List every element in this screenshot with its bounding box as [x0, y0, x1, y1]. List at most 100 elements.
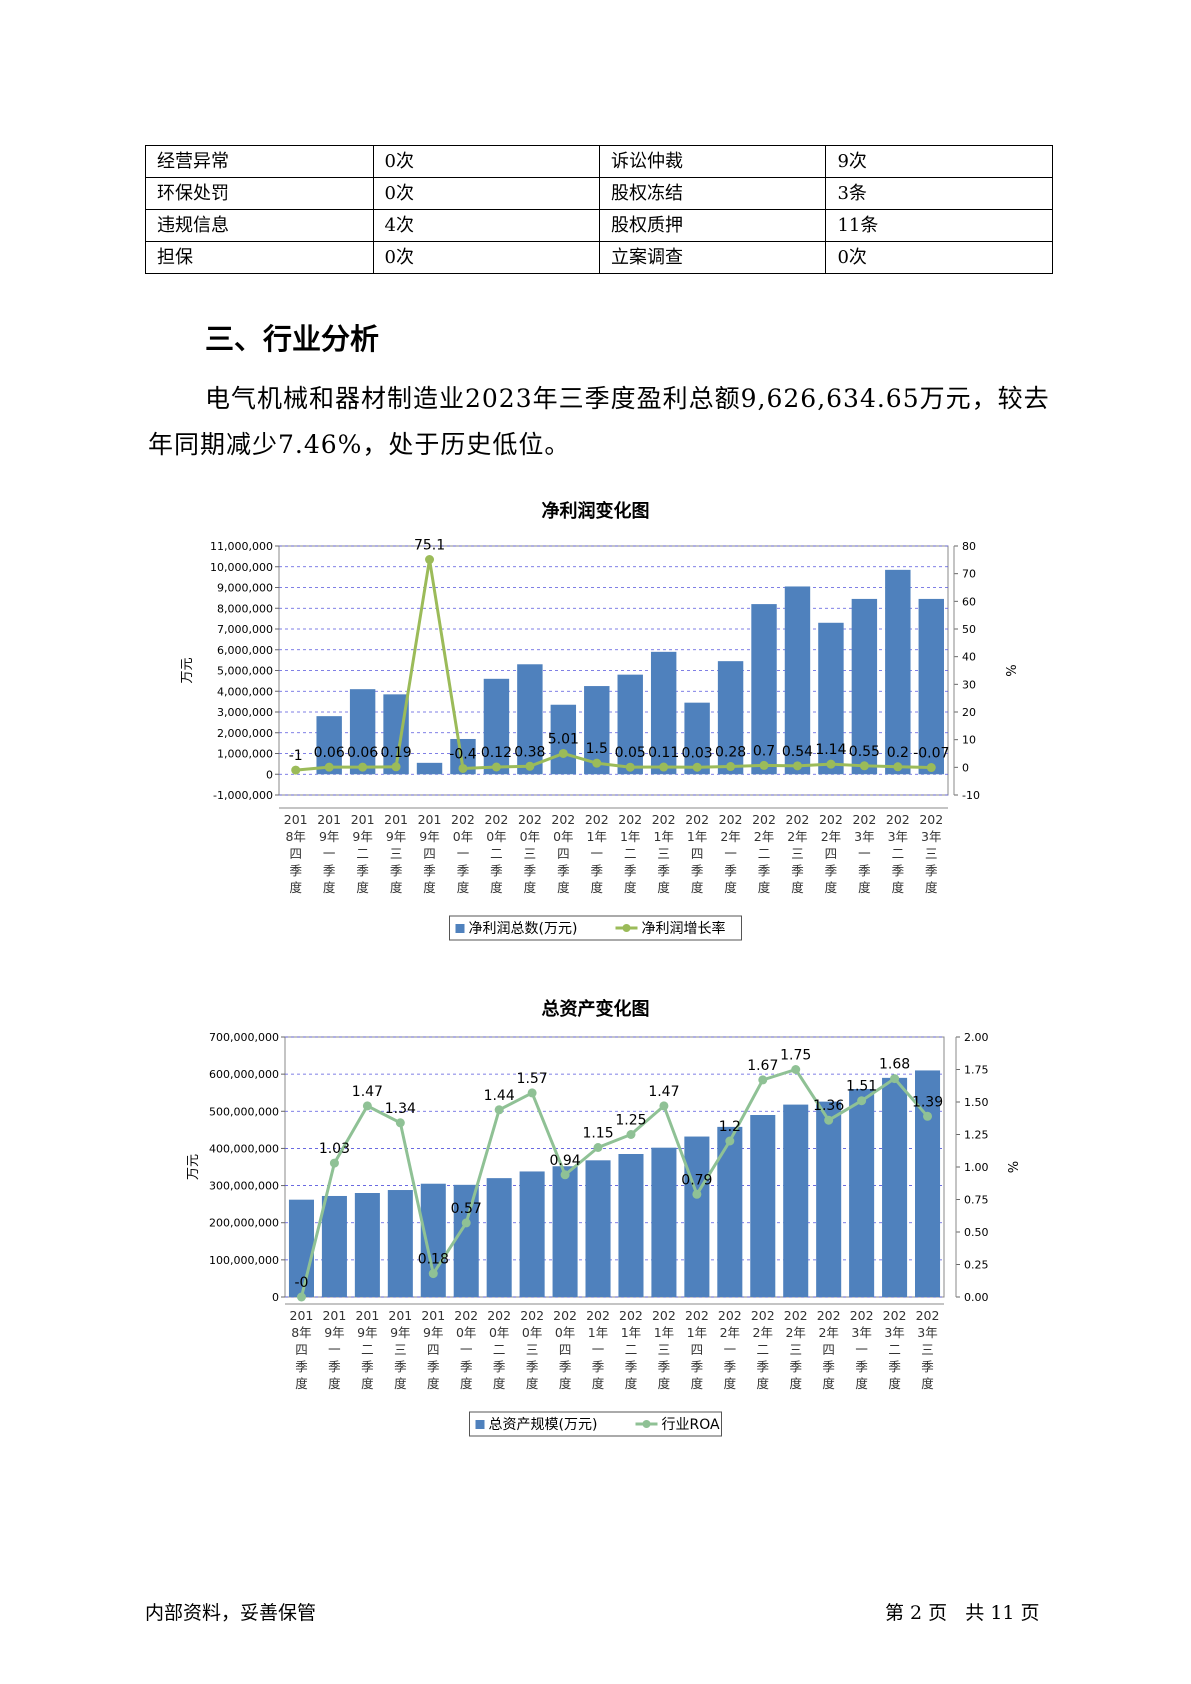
data-label: -0.4	[449, 746, 476, 762]
line-point	[792, 761, 802, 771]
risk-item-value: 4次	[372, 209, 600, 242]
data-label: 1.25	[615, 1113, 646, 1129]
bar	[552, 1166, 578, 1297]
y-tick-label: 1,000,000	[217, 748, 273, 761]
total-assets-chart: 0 100,000,000 200,000,000 300,000,000 400,00…	[186, 1031, 1019, 1437]
line-point	[824, 1115, 834, 1125]
data-label: 0.11	[648, 745, 679, 761]
data-label: 0.2	[887, 745, 909, 761]
y2-tick-label: 1.25	[964, 1129, 989, 1142]
line-point	[329, 1158, 339, 1168]
risk-info-table: 经营异常 0次 诉讼仲裁 9次 环保处罚 0次 股权冻结 3条 违规信息 4次 股权质押 11条 担保 0…	[145, 145, 1053, 274]
bar	[717, 661, 744, 775]
x-tick-label: 201 8年四季度	[284, 812, 308, 895]
line-point	[926, 763, 936, 773]
y2-tick-label: 50	[962, 623, 976, 636]
y2-tick-label: 10	[962, 734, 976, 747]
x-tick-label: 202 0年四季度	[553, 1308, 577, 1391]
data-label: 0.55	[849, 744, 880, 760]
chart-title-net-profit: 净利润变化图	[541, 501, 650, 522]
y-tick-label: 5,000,000	[217, 665, 273, 678]
legend-box	[449, 915, 742, 941]
bar	[816, 1101, 842, 1297]
data-label: 1.75	[780, 1048, 811, 1064]
risk-item-label: 担保	[145, 241, 374, 274]
x-tick-label: 202 3年二季度	[886, 812, 910, 895]
bar	[750, 1115, 776, 1297]
footer-confidential-note: 内部资料，妥善保管	[145, 1602, 317, 1624]
legend-bar-swatch	[475, 1420, 485, 1429]
y-tick-label: 700,000,000	[209, 1031, 279, 1044]
y2-tick-label: 20	[962, 706, 976, 719]
bar	[784, 586, 811, 775]
bar	[851, 598, 878, 775]
data-label: 1.14	[815, 742, 846, 758]
legend-line-marker	[622, 924, 631, 932]
data-label: -1	[289, 748, 303, 764]
legend-bar-label: 净利润总数(万元)	[469, 921, 578, 937]
data-label: 1.47	[648, 1084, 679, 1100]
x-tick-label: 202 3年二季度	[883, 1308, 907, 1391]
plot-area	[284, 1036, 945, 1298]
y2-tick-label: 0.25	[964, 1259, 989, 1272]
y-tick-label: 8,000,000	[217, 602, 273, 615]
y-tick-label: 200,000,000	[209, 1217, 279, 1230]
bar	[618, 1154, 644, 1297]
x-tick-label: 201 8年四季度	[290, 1308, 314, 1391]
data-label: 1.67	[747, 1058, 778, 1074]
x-tick-label: 201 9年二季度	[351, 812, 375, 895]
data-label: 0.7	[753, 743, 775, 759]
bar	[517, 664, 543, 775]
bar	[751, 604, 777, 775]
x-tick-label: 202 2年四季度	[819, 812, 843, 895]
section-paragraph: 电气机械和器材制造业2023年三季度盈利总额9,626,634.65万元，较去年…	[148, 384, 1050, 459]
data-label: -0	[294, 1275, 308, 1291]
line-point	[759, 760, 769, 770]
line-series	[295, 559, 932, 772]
x-tick-label: 202 2年一季度	[719, 812, 743, 895]
x-tick-label: 202 3年一季度	[852, 812, 876, 895]
x-tick-label: 202 2年二季度	[751, 1308, 775, 1391]
footer-page-number: 第 2 页 共 11 页	[885, 1602, 1040, 1624]
line-point	[659, 762, 669, 772]
y2-tick-label: 60	[962, 595, 976, 608]
data-label: 0.19	[380, 745, 411, 761]
x-tick-label: 201 9年三季度	[388, 1308, 412, 1391]
line-point	[491, 762, 501, 772]
bar	[519, 1171, 545, 1297]
bar	[617, 674, 643, 775]
risk-item-value: 9次	[825, 145, 1053, 178]
legend-line-label: 行业ROA	[662, 1417, 721, 1433]
x-tick-label: 202 1年三季度	[652, 1308, 676, 1391]
line-point	[391, 762, 401, 772]
section-heading: 三、行业分析	[205, 322, 380, 356]
line-point	[758, 1075, 768, 1085]
data-label: 1.2	[719, 1119, 741, 1135]
data-label: 5.01	[548, 731, 579, 747]
y2-tick-label: 0	[962, 761, 969, 774]
line-point	[362, 1101, 372, 1111]
risk-table-row: 环保处罚 0次 股权冻结 3条	[145, 177, 1053, 210]
y-tick-label: 10,000,000	[210, 561, 273, 574]
risk-table-row: 违规信息 4次 股权质押 11条	[145, 209, 1053, 242]
y2-tick-label: 70	[962, 568, 976, 581]
bar	[684, 702, 710, 775]
x-tick-label: 202 1年四季度	[685, 1308, 709, 1391]
bar	[416, 762, 443, 775]
data-label: 0.57	[451, 1201, 482, 1217]
line-point	[692, 1189, 702, 1199]
y2-tick-label: 0.75	[964, 1194, 989, 1207]
y-tick-label: -1,000,000	[213, 789, 273, 802]
line-point	[859, 761, 869, 771]
x-tick-label: 201 9年四季度	[418, 812, 442, 895]
line-point	[791, 1065, 801, 1074]
y-tick-label: 0	[272, 1291, 279, 1304]
x-tick-label: 202 1年三季度	[652, 812, 676, 895]
bar	[288, 1199, 314, 1297]
y2-axis-label: %	[1004, 1161, 1019, 1173]
data-label: 0.05	[615, 745, 646, 761]
bar	[486, 1178, 512, 1297]
bar	[453, 1184, 479, 1297]
risk-item-label: 诉讼仲裁	[598, 145, 827, 178]
data-label: 0.03	[682, 745, 713, 761]
